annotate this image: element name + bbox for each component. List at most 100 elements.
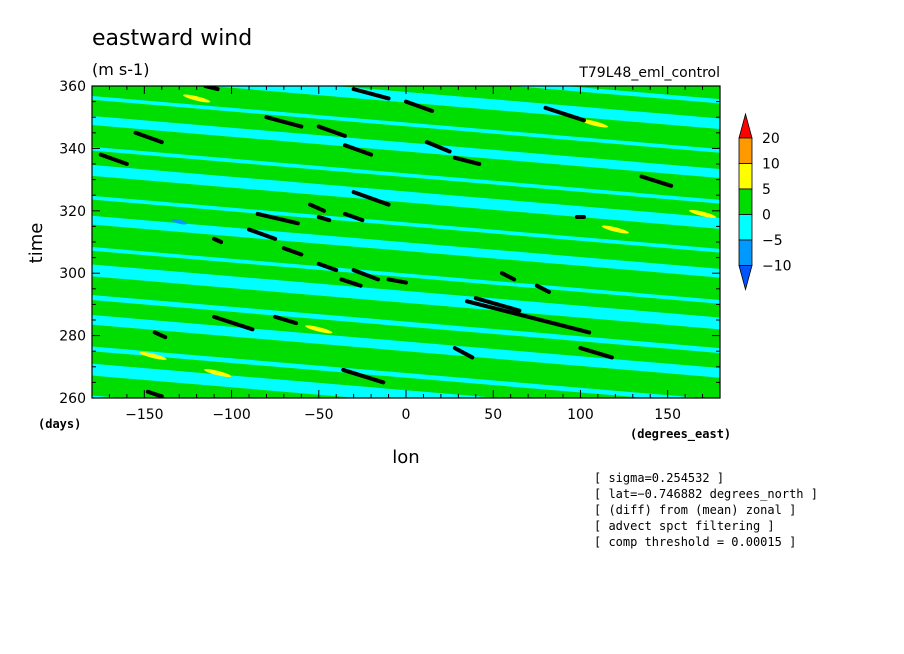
- y-tick-label: 300: [59, 266, 86, 282]
- yellow-patch: [183, 94, 211, 103]
- annotation-threshold: [ comp threshold = 0.00015 ]: [594, 535, 796, 549]
- positive-band: [92, 300, 720, 369]
- positive-band: [92, 375, 358, 398]
- colorbar-box: [738, 214, 753, 241]
- threshold-segment: [351, 87, 391, 101]
- y-tick-label: 280: [59, 329, 86, 345]
- y-tick-label: 260: [59, 391, 86, 407]
- y-tick-label: 360: [59, 79, 86, 95]
- positive-band: [92, 351, 647, 398]
- threshold-segment: [473, 296, 522, 313]
- x-tick-label: −50: [304, 407, 334, 423]
- experiment-label: T79L48_eml_control: [578, 65, 720, 81]
- threshold-segment: [273, 314, 299, 326]
- threshold-segment: [316, 215, 332, 223]
- colorbar-arrow-top: [738, 112, 753, 139]
- x-tick-label: 150: [654, 407, 681, 423]
- blue-patch: [171, 218, 187, 225]
- x-tick-label: −100: [212, 407, 250, 423]
- annotation-diff: [ (diff) from (mean) zonal ]: [594, 503, 796, 517]
- threshold-segment: [316, 261, 339, 273]
- chart-units: (m s-1): [92, 60, 149, 79]
- threshold-segment: [212, 314, 255, 332]
- threshold-segment: [351, 268, 381, 282]
- threshold-segment: [386, 277, 408, 285]
- positive-band: [92, 125, 720, 200]
- threshold-segment: [452, 155, 482, 166]
- positive-band: [335, 86, 720, 119]
- threshold-segment: [98, 152, 129, 166]
- positive-band: [92, 224, 720, 301]
- threshold-segment: [339, 277, 363, 288]
- positive-band: [92, 199, 720, 269]
- colorbar-label: 20: [762, 131, 780, 147]
- x-units-label: (degrees_east): [630, 427, 731, 442]
- colorbar-box: [738, 239, 753, 266]
- threshold-segment: [452, 346, 475, 360]
- annotation-lat: [ lat=−0.746882 degrees_north ]: [594, 487, 818, 501]
- y-axis-ticks: 260 280 300 320 340 360: [59, 79, 720, 407]
- colorbar-box: [738, 137, 753, 164]
- colorbar-label: 5: [762, 182, 771, 198]
- positive-band: [92, 276, 720, 349]
- yellow-patch: [139, 351, 167, 360]
- threshold-segment: [342, 143, 374, 157]
- annotation-filter: [ advect spct filtering ]: [594, 519, 775, 533]
- threshold-segment: [308, 202, 327, 213]
- threshold-segment: [534, 283, 552, 294]
- threshold-segment: [133, 130, 164, 145]
- x-tick-label: 50: [484, 407, 502, 423]
- threshold-segment: [264, 115, 304, 129]
- y-tick-label: 320: [59, 204, 86, 220]
- colorbar-label: −5: [762, 233, 783, 249]
- threshold-segment: [351, 190, 391, 207]
- annotation-sigma: [ sigma=0.254532 ]: [594, 471, 724, 485]
- colorbar-label: 10: [762, 157, 780, 173]
- yellow-patch: [305, 325, 333, 334]
- positive-band: [92, 175, 720, 249]
- yellow-patch: [204, 369, 232, 378]
- colorbar: 20 10 5 0 −5 −10: [738, 112, 792, 292]
- x-tick-label: 0: [402, 407, 411, 423]
- positive-band: [92, 99, 720, 169]
- positive-band: [92, 86, 720, 150]
- positive-band: [92, 150, 720, 218]
- x-tick-label: −150: [125, 407, 163, 423]
- threshold-segment: [281, 246, 304, 257]
- threshold-segment: [145, 389, 164, 398]
- threshold-segment: [578, 346, 614, 360]
- x-tick-label: 100: [567, 407, 594, 423]
- chart-title: eastward wind: [92, 26, 252, 51]
- threshold-segment: [316, 124, 347, 138]
- threshold-segment: [212, 236, 224, 244]
- threshold-segment: [424, 140, 452, 154]
- threshold-segment: [341, 367, 386, 385]
- positive-band: [92, 324, 720, 398]
- threshold-segment: [499, 271, 517, 282]
- threshold-segment: [404, 99, 435, 113]
- positive-band: [564, 86, 720, 100]
- extreme-value-patches: [139, 94, 717, 378]
- x-axis-label: lon: [392, 447, 419, 468]
- yellow-patch: [601, 225, 629, 234]
- threshold-segment: [543, 105, 586, 123]
- threshold-segment: [247, 227, 278, 241]
- positive-wind-bands: [92, 86, 720, 398]
- threshold-segment: [465, 299, 592, 335]
- black-threshold-segments: [98, 86, 674, 398]
- yellow-patch: [688, 209, 717, 218]
- x-axis-ticks: −150 −100 −50 0 50 100 150: [91, 86, 721, 423]
- plot-area: [92, 86, 720, 398]
- y-units-label: (days): [38, 417, 81, 431]
- colorbar-arrow-bottom: [738, 265, 753, 292]
- colorbar-box: [738, 188, 753, 215]
- colorbar-label: −10: [762, 259, 792, 275]
- colorbar-box: [738, 163, 753, 190]
- threshold-segment: [255, 211, 300, 226]
- threshold-segment: [639, 174, 674, 188]
- y-tick-label: 340: [59, 141, 86, 157]
- colorbar-label: 0: [762, 208, 771, 224]
- yellow-patch: [580, 119, 608, 128]
- threshold-segment: [152, 330, 168, 340]
